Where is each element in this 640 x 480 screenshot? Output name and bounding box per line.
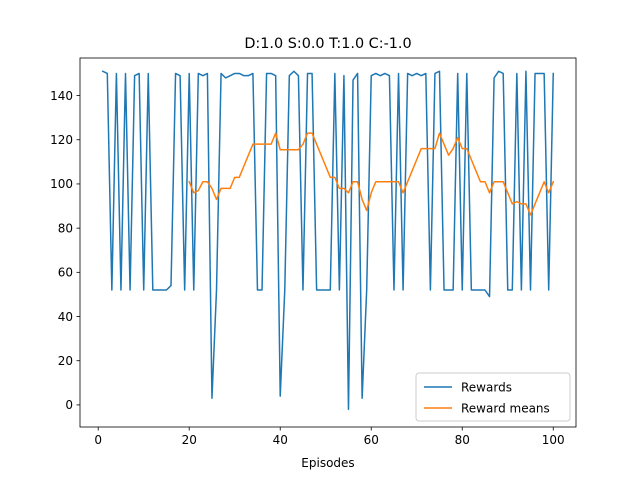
y-tick-label: 80: [58, 221, 73, 235]
legend-label-rewards: Rewards: [461, 380, 512, 394]
x-tick-label: 60: [364, 433, 379, 447]
series-line-rewards: [101, 70, 555, 411]
x-tick-label: 80: [455, 433, 470, 447]
y-tick-label: 40: [58, 310, 73, 324]
y-tick-label: 20: [58, 354, 73, 368]
x-tick-label: 0: [94, 433, 102, 447]
series-line-reward-means: [188, 132, 555, 216]
x-tick-label: 100: [542, 433, 565, 447]
plot-area: 0 20 40 60 80 100 0 20 40 60 80 100 120 140: [50, 57, 577, 447]
axes-frame: [79, 57, 577, 428]
y-tick-label: 0: [65, 398, 73, 412]
legend-label-reward-means: Reward means: [461, 401, 550, 415]
x-tick-label: 20: [182, 433, 197, 447]
x-axis-label: Episodes: [301, 456, 354, 470]
y-tick-label: 120: [50, 133, 73, 147]
legend-box: [415, 372, 571, 422]
y-tick-label: 100: [50, 177, 73, 191]
legend: Rewards Reward means: [415, 372, 571, 422]
y-tick-label: 140: [50, 89, 73, 103]
chart-title: D:1.0 S:0.0 T:1.0 C:-1.0: [244, 36, 411, 52]
x-tick-label: 40: [273, 433, 288, 447]
y-tick-label: 60: [58, 266, 73, 280]
